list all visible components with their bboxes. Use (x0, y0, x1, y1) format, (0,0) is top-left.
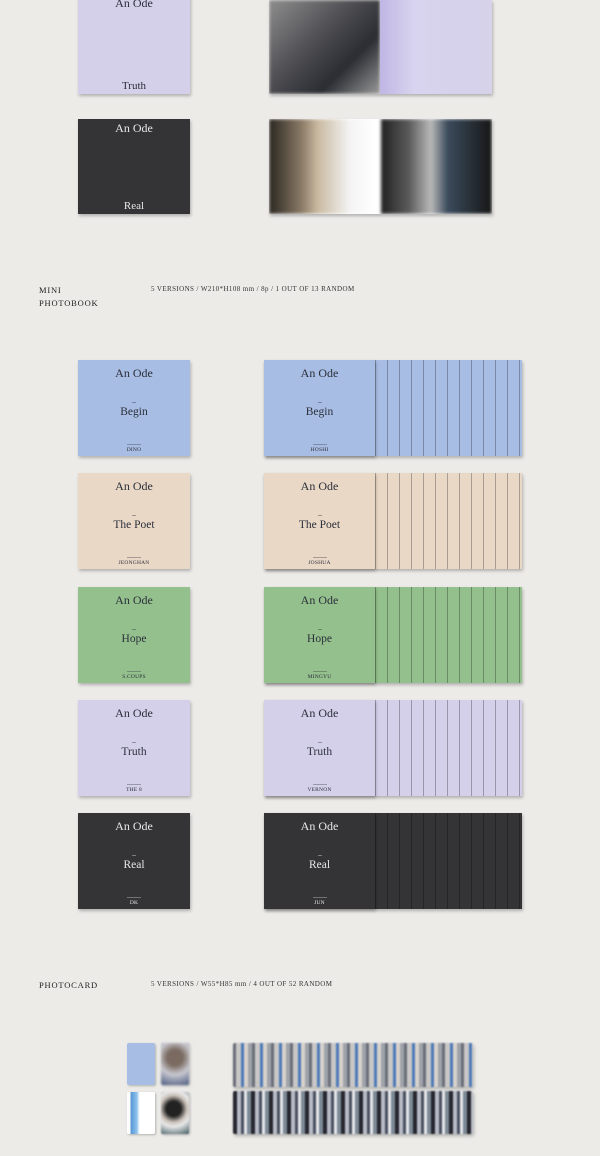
stacked-book-edges (375, 813, 522, 909)
card-title: An Ode (300, 706, 339, 720)
mini-photobook-card: An Ode Truth THE 8 (78, 700, 190, 796)
card-version: The Poet (78, 515, 190, 531)
card-member: THE 8 (78, 784, 190, 793)
card-title: An Ode (115, 593, 153, 607)
mini-photobook-card: An Ode Real DK (78, 813, 190, 909)
photocard-back-blue (127, 1043, 155, 1085)
mini-photobook-stack: An Ode Begin HOSHI (264, 360, 522, 456)
card-member: JOSHUA (264, 557, 375, 566)
card-version: Hope (78, 629, 190, 645)
mini-photobook-front-card: An Ode Begin HOSHI (264, 360, 375, 456)
photocard-spec: 5 VERSIONS / W55*H85 mm / 4 OUT OF 52 RA… (151, 980, 333, 988)
blurred-member-photo (381, 119, 492, 214)
mini-photobook-card: An Ode Hope S.COUPS (78, 587, 190, 683)
stacked-book-edges (375, 587, 522, 683)
card-version: Real (78, 855, 190, 871)
card-member: DK (78, 897, 190, 906)
card-title: An Ode (115, 121, 153, 135)
card-member: DINO (78, 444, 190, 453)
real-photo-spread (269, 119, 492, 214)
photocard-member-photo (161, 1092, 189, 1134)
lavender-page (380, 0, 492, 94)
mini-photobook-front-card: An Ode Real JUN (264, 813, 375, 909)
mini-photobook-front-card: An Ode The Poet JOSHUA (264, 473, 375, 569)
truth-photo-spread (269, 0, 492, 94)
card-title: An Ode (115, 819, 153, 833)
photocard-member-photo (161, 1043, 189, 1085)
card-title: An Ode (300, 819, 339, 833)
card-member: JEONGHAN (78, 557, 190, 566)
blurred-member-photo (269, 0, 380, 94)
card-version: Truth (121, 80, 147, 92)
photocard-back-white (127, 1092, 155, 1134)
truth-version-card: An Ode Truth (78, 0, 190, 94)
card-member: S.COUPS (78, 671, 190, 680)
mini-photobook-front-card: An Ode Hope MINGYU (264, 587, 375, 683)
mini-photobook-stack: An Ode Hope MINGYU (264, 587, 522, 683)
card-title: An Ode (300, 479, 339, 493)
card-version: Truth (264, 742, 375, 758)
card-title: An Ode (115, 706, 153, 720)
card-title: An Ode (300, 366, 339, 380)
mini-photobook-stack: An Ode Truth VERNON (264, 700, 522, 796)
mini-photobook-stack: An Ode Real JUN (264, 813, 522, 909)
label-line-2: PHOTOBOOK (39, 298, 99, 308)
card-member: VERNON (264, 784, 375, 793)
mini-photobook-spec: 5 VERSIONS / W210*H108 mm / 8p / 1 OUT O… (151, 285, 355, 293)
card-version: Begin (264, 402, 375, 418)
card-title: An Ode (115, 366, 153, 380)
card-version: The Poet (264, 515, 375, 531)
blurred-member-photo (269, 119, 377, 214)
stacked-book-edges (375, 700, 522, 796)
stacked-book-edges (375, 360, 522, 456)
card-version: Begin (78, 402, 190, 418)
card-member: MINGYU (264, 671, 375, 680)
mini-photobook-front-card: An Ode Truth VERNON (264, 700, 375, 796)
mini-photobook-stack: An Ode The Poet JOSHUA (264, 473, 522, 569)
card-version: Real (264, 855, 375, 871)
mini-photobook-label: MINI PHOTOBOOK (39, 284, 98, 310)
card-member: JUN (264, 897, 375, 906)
card-version: Truth (78, 742, 190, 758)
card-version: Hope (264, 629, 375, 645)
card-member: HOSHI (264, 444, 375, 453)
photocard-strip-top (233, 1043, 473, 1087)
photocard-label: PHOTOCARD (39, 980, 98, 990)
mini-photobook-card: An Ode The Poet JEONGHAN (78, 473, 190, 569)
mini-photobook-card: An Ode Begin DINO (78, 360, 190, 456)
label-line-1: MINI (39, 285, 62, 295)
real-version-card: An Ode Real (78, 119, 190, 214)
stacked-book-edges (375, 473, 522, 569)
card-title: An Ode (300, 593, 339, 607)
card-title: An Ode (115, 0, 153, 10)
card-title: An Ode (115, 479, 153, 493)
card-version: Real (123, 200, 145, 212)
photocard-strip-bottom (233, 1091, 473, 1134)
